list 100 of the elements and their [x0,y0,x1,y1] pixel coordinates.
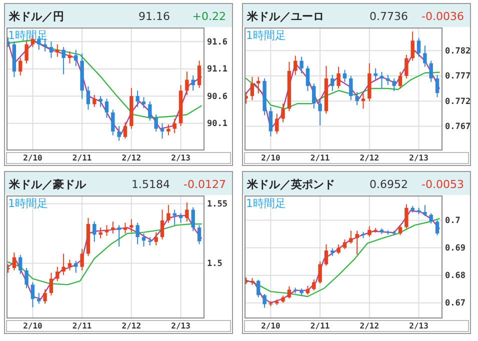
candlestick [374,68,378,80]
candlestick [123,222,128,234]
candlestick [312,278,316,291]
candlestick [80,248,84,271]
x-tick-label: 2/10 [261,322,281,331]
x-tick-label: 2/10 [261,154,281,163]
candlestick [142,232,146,248]
candlestick [349,75,353,101]
x-tick-label: 2/12 [360,154,380,163]
candlestick [62,253,66,276]
candlestick [368,226,372,238]
x-tick-label: 2/12 [122,322,142,331]
y-tick-label: 1.5 [207,258,222,269]
candlestick [268,106,273,137]
candlestick [342,69,347,82]
x-tick-label: 2/10 [23,154,43,163]
y-tick-label: 0.69 [445,243,466,254]
candlestick [336,66,340,89]
x-tick-label: 2/13 [409,154,429,163]
candlestick [416,38,421,58]
candlestick [361,93,366,110]
candlestick [123,122,128,140]
candlestick [330,74,334,92]
candlestick [380,71,384,89]
x-tick-label: 2/11 [310,322,330,331]
x-tick-label: 2/13 [409,322,429,331]
chart-title: 米ドル／豪ドル [8,178,87,191]
candlestick [312,82,316,110]
candlestick [18,254,22,274]
candlestick [386,74,390,86]
candlestick [130,218,134,233]
candlestick [197,224,202,245]
candlestick [429,212,433,224]
x-tick-label: 2/12 [360,322,380,331]
x-tick-label: 2/13 [171,154,191,163]
candlestick [191,206,195,232]
text: +0.22 [192,10,226,23]
y-tick-label: 1.55 [207,199,228,210]
candlestick [117,126,121,142]
candlestick [185,202,189,222]
text: -0.0127 [184,178,226,191]
candlestick [185,71,189,96]
candlestick [423,45,427,68]
candlestick [404,204,408,229]
candlestick [24,40,28,64]
chart-title: 米ドル／英ポンド [246,178,335,191]
text: 91.16 [138,10,170,23]
candlestick [355,92,359,106]
candlestick [86,86,90,110]
candlestick [160,209,164,240]
candlestick [398,71,402,89]
candlestick [49,272,54,296]
text: -0.0053 [422,178,464,191]
candlestick [256,76,260,94]
y-tick-label: 91.1 [207,64,228,75]
y-tick-label: 0.777 [445,72,471,82]
x-tick-label: 2/13 [171,322,191,331]
candlestick [172,118,176,134]
y-tick-label: 0.767 [445,122,471,132]
text: -0.0036 [422,10,464,23]
candlestick [30,282,35,308]
candlestick [342,239,347,250]
candlestick [256,279,260,298]
chart-subtitle: 1時間足 [8,197,48,210]
candlestick [74,49,78,67]
y-tick-label: 0.782 [445,46,471,56]
y-tick-label: 90.1 [207,119,228,130]
candlestick [287,286,292,299]
chart-title: 米ドル／円 [8,10,64,23]
candlestick [166,204,170,224]
chart-subtitle: 1時間足 [246,29,286,42]
y-tick-label: 0.772 [445,96,471,107]
candlestick [250,76,254,101]
candlestick [62,46,66,75]
candlestick [197,60,202,88]
candlestick [142,96,146,109]
candlestick [37,292,41,304]
candlestick [136,90,140,108]
chart-subtitle: 1時間足 [246,197,286,210]
text: 1.5184 [132,178,170,191]
candlestick [336,244,340,254]
y-tick-label: 0.67 [445,298,466,309]
candlestick [435,74,440,98]
candlestick [294,55,298,76]
candlestick [111,109,115,136]
candlestick [166,124,170,136]
chart-subtitle: 1時間足 [8,29,48,42]
candlestick [262,294,266,308]
text: 0.6952 [370,178,408,191]
candlestick [318,100,322,126]
candlestick [18,57,22,76]
candlestick [355,230,359,256]
candlestick [104,224,109,236]
candlestick [49,41,54,58]
text: 0.7736 [370,10,408,23]
chart-title: 米ドル／ユーロ [246,10,324,23]
y-tick-label: 0.68 [445,271,466,282]
candlestick [117,224,121,248]
candlestick [154,232,158,246]
candlestick [435,220,440,236]
